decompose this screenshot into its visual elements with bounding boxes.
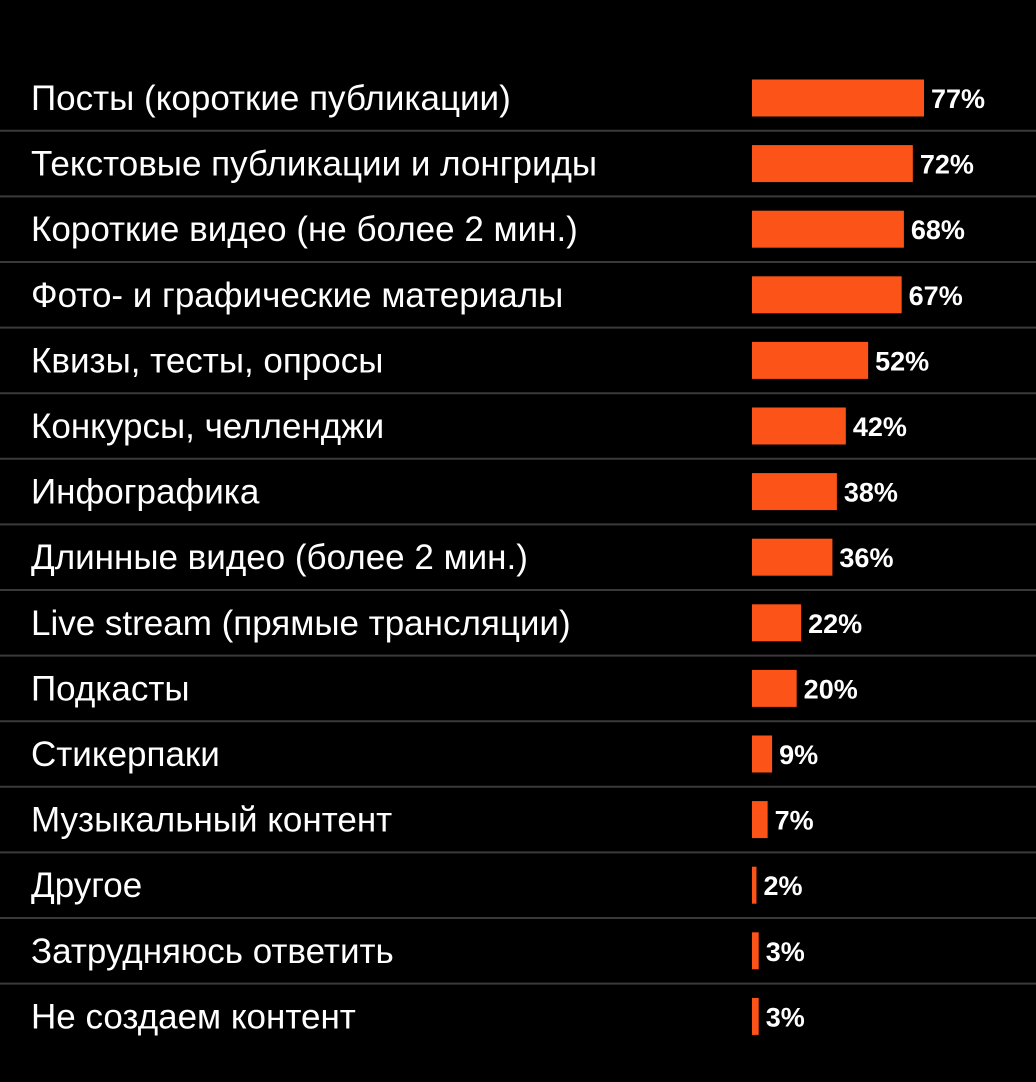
category-label: Затрудняюсь ответить [31, 932, 394, 971]
category-label: Стикерпаки [31, 735, 220, 774]
bar [752, 145, 913, 183]
category-label: Короткие видео (не более 2 мин.) [31, 210, 578, 249]
bar [752, 538, 833, 576]
chart-row: Короткие видео (не более 2 мин.) 68% [31, 210, 965, 249]
value-label: 2% [763, 871, 802, 901]
chart-row: Фото- и графические материалы 67% [31, 276, 963, 315]
category-label: Квизы, тесты, опросы [31, 341, 383, 380]
value-label: 20% [804, 674, 858, 704]
value-label: 7% [775, 806, 814, 836]
value-label: 67% [909, 281, 963, 311]
category-label: Длинные видео (более 2 мин.) [31, 538, 528, 577]
bar [752, 210, 904, 248]
bar [752, 669, 797, 707]
bar [752, 997, 759, 1035]
chart-row: Live stream (прямые трансляции) 22% [31, 604, 862, 643]
category-label: Live stream (прямые трансляции) [31, 604, 571, 643]
chart-rows: Посты (короткие публикации) 77% Текстовые … [31, 79, 985, 1036]
value-label: 3% [766, 1002, 805, 1032]
category-label: Не создаем контент [31, 997, 356, 1036]
bar [752, 932, 759, 970]
chart-row: Инфографика 38% [31, 473, 898, 512]
bar [752, 473, 837, 511]
value-label: 38% [844, 478, 898, 508]
chart-row: Не создаем контент 3% [31, 997, 805, 1036]
bar [752, 341, 869, 379]
category-label: Фото- и графические материалы [31, 276, 563, 315]
value-label: 77% [931, 84, 985, 114]
chart-row: Стикерпаки 9% [31, 735, 818, 774]
bar [752, 276, 902, 314]
value-label: 68% [911, 215, 965, 245]
bar [752, 801, 768, 839]
chart-row: Конкурсы, челленджи 42% [31, 407, 907, 446]
chart-row: Длинные видео (более 2 мин.) 36% [31, 538, 893, 577]
value-label: 9% [779, 740, 818, 770]
chart-row: Квизы, тесты, опросы 52% [31, 341, 929, 380]
category-label: Инфографика [31, 473, 260, 512]
bar [752, 604, 802, 642]
category-label: Другое [31, 866, 142, 905]
category-label: Посты (короткие публикации) [31, 79, 511, 118]
bar [752, 407, 846, 445]
row-dividers [0, 129, 1036, 985]
category-label: Конкурсы, челленджи [31, 407, 384, 446]
value-label: 52% [875, 346, 929, 376]
category-label: Музыкальный контент [31, 801, 392, 840]
chart-row: Музыкальный контент 7% [31, 801, 814, 840]
category-label: Текстовые публикации и лонгриды [31, 145, 597, 184]
value-label: 36% [839, 543, 893, 573]
chart-row: Затрудняюсь ответить 3% [31, 932, 805, 971]
value-label: 72% [920, 150, 974, 180]
bar [752, 735, 773, 773]
chart-row: Подкасты 20% [31, 669, 858, 708]
category-label: Подкасты [31, 669, 190, 708]
bar [752, 79, 924, 117]
value-label: 22% [808, 609, 862, 639]
value-label: 42% [853, 412, 907, 442]
bar [752, 866, 757, 904]
chart-row: Посты (короткие публикации) 77% [31, 79, 985, 118]
chart-row: Текстовые публикации и лонгриды 72% [31, 145, 974, 184]
value-label: 3% [766, 937, 805, 967]
chart-row: Другое 2% [31, 866, 802, 905]
